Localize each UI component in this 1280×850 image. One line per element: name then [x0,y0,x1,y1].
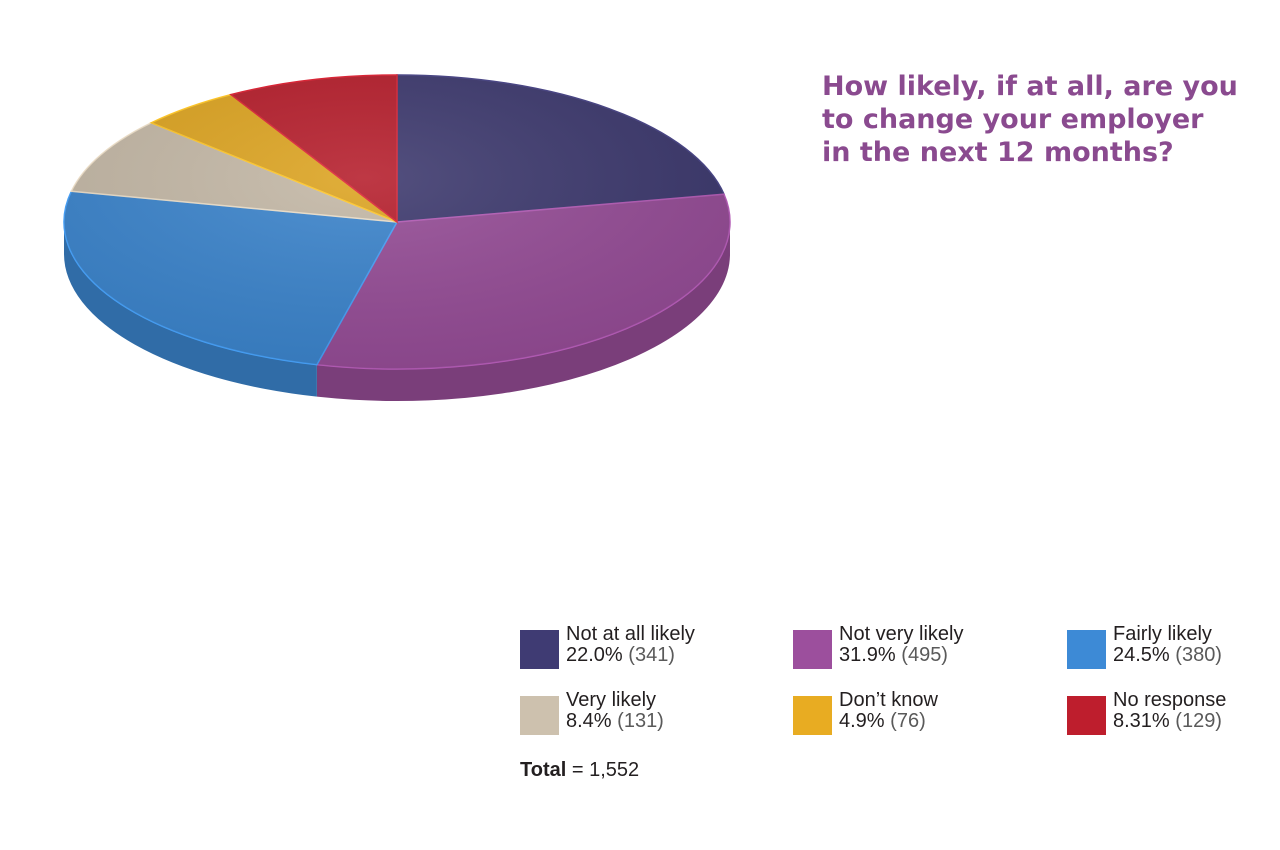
legend-label: No response [1113,689,1227,711]
legend-percent: 8.31% [1113,710,1170,732]
legend-label: Not at all likely [566,623,695,645]
total-count: Total = 1,552 [520,759,639,782]
legend-percent: 4.9% [839,710,885,732]
legend-percent: 24.5% [1113,644,1170,666]
total-label: Total [520,759,567,781]
legend-label: Very likely [566,689,657,711]
legend-percent: 31.9% [839,644,896,666]
legend-percent: 8.4% [566,710,612,732]
chart-title-line-2: to change your employer [822,104,1204,135]
legend-label: Not very likely [839,623,964,645]
legend-label: Don’t know [839,689,938,711]
legend-count: (495) [901,644,948,666]
legend-count: (76) [890,710,926,732]
chart-title: How likely, if at all, are you to change… [822,70,1242,169]
legend-count: (341) [628,644,675,666]
legend-label: Fairly likely [1113,623,1212,645]
legend-swatch [793,630,832,669]
legend-swatch [520,630,559,669]
legend-swatch [1067,696,1106,735]
chart-title-line-1: How likely, if at all, are you [822,71,1238,102]
legend-count: (131) [617,710,664,732]
legend-count: (380) [1175,644,1222,666]
chart-title-line-3: in the next 12 months? [822,137,1174,168]
total-value: = 1,552 [571,759,640,781]
legend-percent: 22.0% [566,644,623,666]
legend-swatch [793,696,832,735]
legend-swatch [1067,630,1106,669]
legend-count: (129) [1175,710,1222,732]
legend-swatch [520,696,559,735]
